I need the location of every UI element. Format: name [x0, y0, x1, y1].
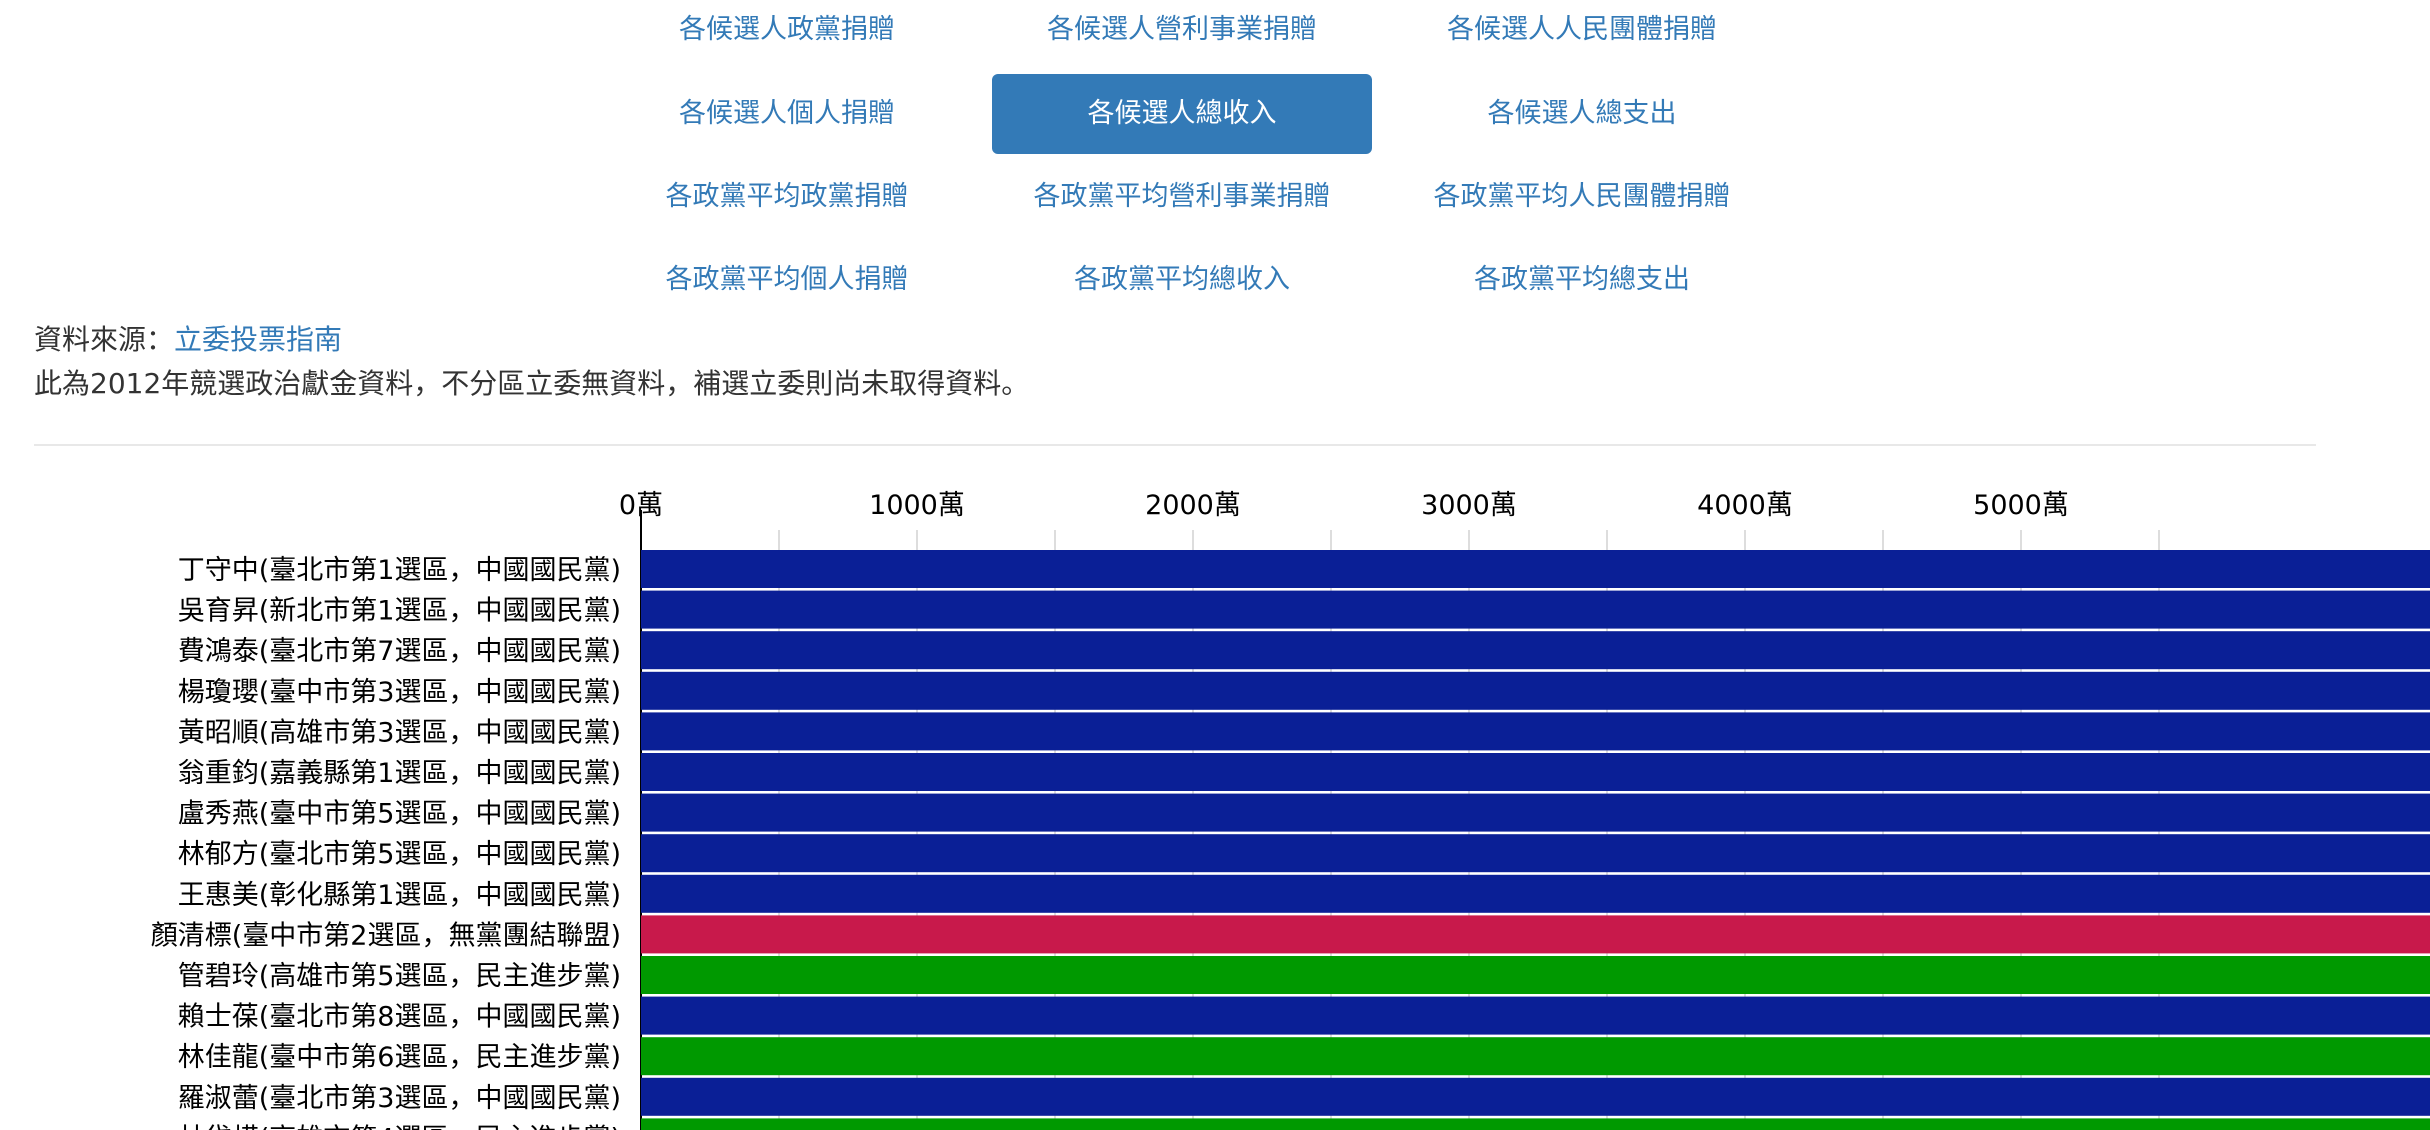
data-source-prefix: 資料來源：: [34, 323, 175, 356]
x-tick-label: 0萬: [619, 490, 663, 521]
bar-chart: 0萬 1000萬 2000萬 3000萬 4000萬 5000萬丁守中(臺北市第1選區，中…: [151, 490, 2430, 1130]
category-label: 林佳龍(臺中市第6選區，民主進步黨): [178, 1042, 621, 1073]
nav-button-5[interactable]: 各候選人總收入: [992, 74, 1372, 154]
nav-button-11[interactable]: 各政黨平均總收入: [1074, 264, 1290, 295]
data-source-link[interactable]: 立委投票指南: [174, 323, 343, 356]
bar: [641, 956, 2430, 994]
nav-button-1[interactable]: 各候選人政黨捐贈: [679, 14, 895, 45]
nav-button-7[interactable]: 各政黨平均政黨捐贈: [665, 181, 909, 212]
x-tick-label: 4000萬: [1697, 490, 1793, 521]
x-tick-label: 2000萬: [1145, 490, 1241, 521]
category-label: 吳育昇(新北市第1選區，中國國民黨): [178, 596, 621, 627]
category-label: 管碧玲(高雄市第5選區，民主進步黨): [178, 961, 621, 992]
nav-button-9[interactable]: 各政黨平均人民團體捐贈: [1433, 181, 1731, 212]
x-tick-label: 5000萬: [1973, 490, 2069, 521]
bar: [641, 1077, 2430, 1116]
data-source: 資料來源：立委投票指南: [34, 318, 342, 358]
category-label: 羅淑蕾(臺北市第3選區，中國國民黨): [178, 1083, 621, 1114]
bar: [641, 874, 2430, 913]
category-label: 盧秀燕(臺中市第5選區，中國國民黨): [178, 799, 621, 830]
category-label: 黃昭順(高雄市第3選區，中國國民黨): [178, 717, 621, 748]
nav-button-3[interactable]: 各候選人人民團體捐贈: [1447, 14, 1717, 45]
bar: [641, 915, 2430, 954]
category-label: 王惠美(彰化縣第1選區，中國國民黨): [178, 880, 621, 911]
category-label: 賴士葆(臺北市第8選區，中國國民黨): [178, 1002, 621, 1033]
nav-button-12[interactable]: 各政黨平均總支出: [1474, 264, 1690, 295]
nav-button-4[interactable]: 各候選人個人捐贈: [679, 98, 895, 129]
bar: [641, 1037, 2430, 1076]
bar: [641, 712, 2430, 751]
bar: [641, 793, 2430, 832]
category-label: 費鴻泰(臺北市第7選區，中國國民黨): [178, 636, 621, 667]
category-label: 林郁方(臺北市第5選區，中國國民黨): [178, 839, 621, 870]
bar: [641, 753, 2430, 791]
bar: [641, 631, 2430, 670]
category-label: 林岱樺(高雄市第4選區，民主進步黨): [178, 1123, 621, 1130]
divider: [34, 444, 2316, 446]
nav-button-6[interactable]: 各候選人總支出: [1487, 98, 1677, 129]
category-label: 楊瓊瓔(臺中市第3選區，中國國民黨): [178, 677, 621, 708]
x-tick-label: 3000萬: [1421, 490, 1517, 521]
bar: [641, 996, 2430, 1035]
nav-button-8[interactable]: 各政黨平均營利事業捐贈: [1033, 181, 1331, 212]
category-label: 顏清標(臺中市第2選區，無黨團結聯盟): [151, 920, 621, 951]
nav-button-2[interactable]: 各候選人營利事業捐贈: [1047, 14, 1317, 45]
bar: [641, 834, 2430, 873]
data-note: 此為2012年競選政治獻金資料，不分區立委無資料，補選立委則尚未取得資料。: [34, 367, 1030, 400]
x-tick-label: 1000萬: [869, 490, 965, 521]
nav-button-10[interactable]: 各政黨平均個人捐贈: [665, 264, 909, 295]
chart-selector-nav: 各候選人政黨捐贈 各候選人營利事業捐贈 各候選人人民團體捐贈各候選人個人捐贈 各候選人…: [0, 0, 2430, 300]
category-label: 翁重鈞(嘉義縣第1選區，中國國民黨): [178, 758, 621, 789]
bar: [641, 1118, 2430, 1130]
category-label: 丁守中(臺北市第1選區，中國國民黨): [178, 555, 621, 586]
bar: [641, 671, 2430, 710]
bar: [641, 590, 2430, 629]
bar: [641, 550, 2430, 588]
